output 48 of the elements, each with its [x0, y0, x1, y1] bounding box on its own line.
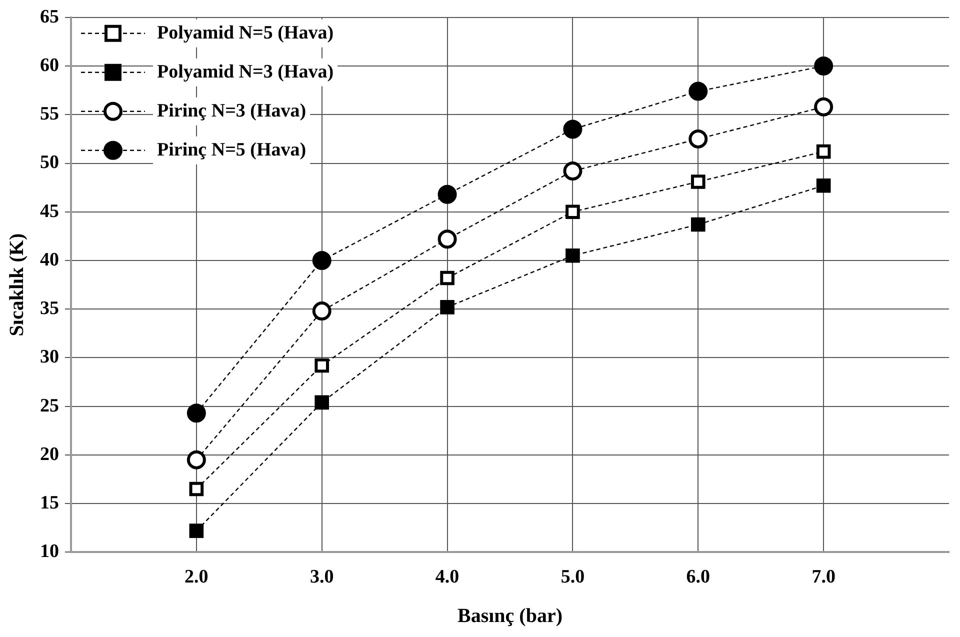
y-axis-title: Sıcaklık (K)	[6, 233, 28, 336]
point	[814, 56, 834, 76]
x-tick-label: 4.0	[435, 566, 460, 588]
point	[312, 250, 332, 270]
legend-label: Polyamid N=5 (Hava)	[157, 22, 334, 44]
y-tick-label: 30	[40, 346, 59, 368]
x-tick-label: 5.0	[560, 566, 585, 588]
y-tick-label: 15	[40, 492, 59, 514]
x-tick-label: 3.0	[310, 566, 334, 588]
point	[690, 174, 706, 189]
point	[816, 144, 831, 159]
point	[314, 395, 330, 410]
point	[440, 270, 454, 286]
y-tick-label: 55	[40, 104, 59, 125]
x-tick-label: 2.0	[184, 566, 208, 588]
point	[312, 302, 332, 321]
y-tick-label: 65	[40, 6, 59, 28]
point	[688, 82, 708, 101]
point	[438, 184, 457, 204]
x-tick-label: 6.0	[686, 566, 710, 588]
point	[563, 162, 582, 181]
y-tick-label: 10	[40, 541, 59, 562]
point	[566, 248, 580, 263]
point	[189, 482, 204, 496]
point	[440, 300, 454, 314]
legend-label: Pirinç N=5 (Hava)	[157, 139, 306, 160]
point	[189, 524, 204, 538]
y-tick-label: 40	[40, 249, 59, 270]
point	[563, 120, 582, 139]
point	[438, 230, 457, 249]
legend-label: Pirinç N=3 (Hava)	[157, 100, 306, 122]
point	[816, 178, 831, 193]
y-tick-label: 20	[40, 444, 59, 465]
point	[688, 129, 708, 148]
legend-label: Polyamid N=3 (Hava)	[157, 61, 334, 82]
y-tick-label: 25	[40, 395, 59, 416]
y-tick-label: 50	[40, 152, 59, 174]
point	[566, 204, 580, 220]
point	[186, 404, 206, 423]
point	[186, 450, 206, 470]
x-axis-title: Basınç (bar)	[458, 605, 562, 628]
point	[814, 97, 834, 116]
point	[314, 358, 330, 373]
y-tick-label: 35	[40, 298, 59, 320]
point	[690, 217, 706, 232]
x-tick-label: 7.0	[812, 566, 836, 588]
y-tick-label: 60	[40, 54, 59, 76]
y-tick-label: 45	[40, 200, 59, 222]
